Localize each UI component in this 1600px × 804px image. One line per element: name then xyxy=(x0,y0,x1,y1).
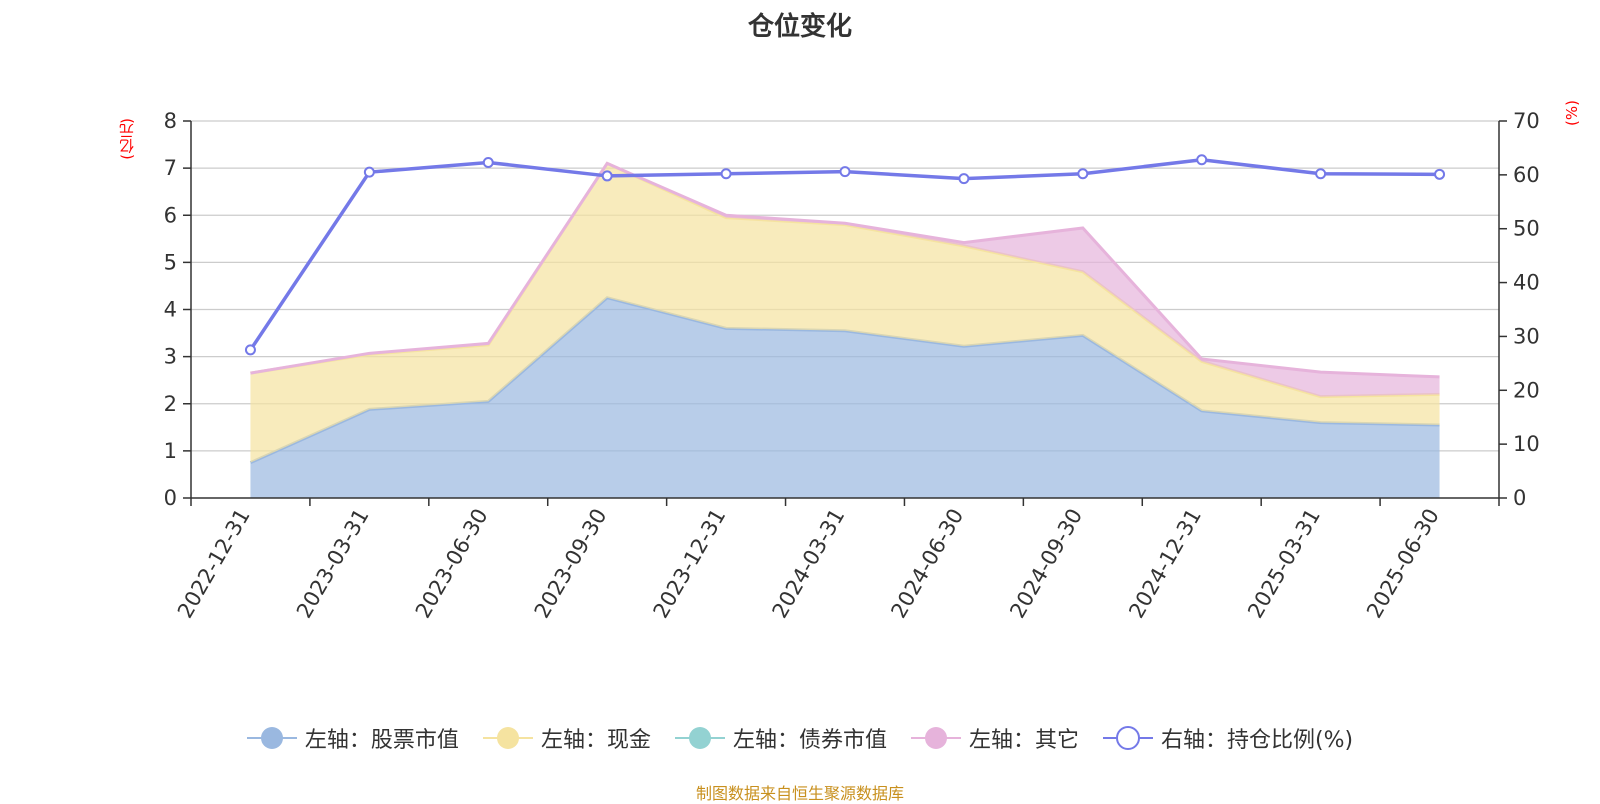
right-tick-label: 30 xyxy=(1513,324,1540,348)
left-tick-label: 5 xyxy=(164,250,177,274)
x-tick-label: 2023-06-30 xyxy=(411,504,493,622)
area-line-3 xyxy=(250,161,1440,379)
legend-label-stock: 左轴：股票市值 xyxy=(304,728,459,753)
right-tick-label: 40 xyxy=(1513,271,1540,295)
ratio-point xyxy=(482,156,494,168)
right-tick-label: 70 xyxy=(1513,109,1540,133)
ratio-point xyxy=(1077,168,1089,180)
right-tick-label: 50 xyxy=(1513,217,1540,241)
legend-marker-cash-icon xyxy=(482,727,533,749)
x-tick-label: 2023-12-31 xyxy=(649,505,731,623)
left-tick-label: 0 xyxy=(164,486,177,510)
legend-marker-stock-icon xyxy=(246,727,297,749)
ratio-point xyxy=(244,344,256,356)
x-tick-label: 2023-03-31 xyxy=(292,505,374,623)
legend-item-other[interactable]: 左轴：其它 xyxy=(910,722,1079,754)
ratio-point xyxy=(1196,154,1208,166)
x-tick-label: 2024-06-30 xyxy=(886,505,968,623)
legend-item-cash[interactable]: 左轴：现金 xyxy=(482,722,651,754)
legend-item-bond[interactable]: 左轴：债券市值 xyxy=(674,722,887,754)
x-tick-label: 2024-09-30 xyxy=(1005,505,1087,623)
x-tick-label: 2025-03-31 xyxy=(1243,505,1325,623)
legend-label-cash: 左轴：现金 xyxy=(540,728,651,753)
right-tick-label: 20 xyxy=(1513,378,1540,402)
x-tick-label: 2024-03-31 xyxy=(768,505,850,623)
legend: 左轴：股票市值 左轴：现金 左轴：债券市值 左轴：其它 右轴：持仓比例(%) xyxy=(0,722,1600,754)
ratio-point xyxy=(839,166,851,178)
ratio-point xyxy=(363,166,375,178)
ratio-point xyxy=(1315,168,1327,180)
right-tick-label: 10 xyxy=(1513,432,1540,456)
x-tick-label: 2025-06-30 xyxy=(1362,505,1444,623)
legend-marker-ratio-icon xyxy=(1102,726,1153,750)
left-tick-label: 1 xyxy=(164,439,177,463)
left-tick-label: 4 xyxy=(164,298,177,322)
right-tick-label: 0 xyxy=(1513,486,1526,510)
x-tick-label: 2023-09-30 xyxy=(530,505,612,623)
ratio-point xyxy=(601,170,613,182)
legend-item-ratio[interactable]: 右轴：持仓比例(%) xyxy=(1102,722,1354,754)
left-tick-label: 6 xyxy=(164,203,177,227)
left-tick-label: 3 xyxy=(164,345,177,369)
x-tick-label: 2022-12-31 xyxy=(173,505,255,623)
area-0 xyxy=(250,297,1440,498)
legend-label-ratio: 右轴：持仓比例(%) xyxy=(1160,728,1354,753)
left-tick-label: 2 xyxy=(164,392,177,416)
left-tick-label: 7 xyxy=(164,156,177,180)
legend-marker-bond-icon xyxy=(674,727,725,749)
source-note: 制图数据来自恒生聚源数据库 xyxy=(695,784,904,803)
legend-marker-other-icon xyxy=(910,727,961,749)
legend-label-other: 左轴：其它 xyxy=(968,728,1079,753)
legend-label-bond: 左轴：债券市值 xyxy=(732,728,887,753)
area-1 xyxy=(250,163,1440,463)
ratio-point xyxy=(1434,168,1446,180)
x-tick-label: 2024-12-31 xyxy=(1124,505,1206,623)
chart-title: 仓位变化 xyxy=(747,12,852,42)
ratio-point xyxy=(958,173,970,185)
ratio-point xyxy=(720,168,732,180)
legend-item-stock[interactable]: 左轴：股票市值 xyxy=(246,722,459,754)
left-tick-label: 8 xyxy=(164,109,177,133)
right-tick-label: 60 xyxy=(1513,163,1540,187)
